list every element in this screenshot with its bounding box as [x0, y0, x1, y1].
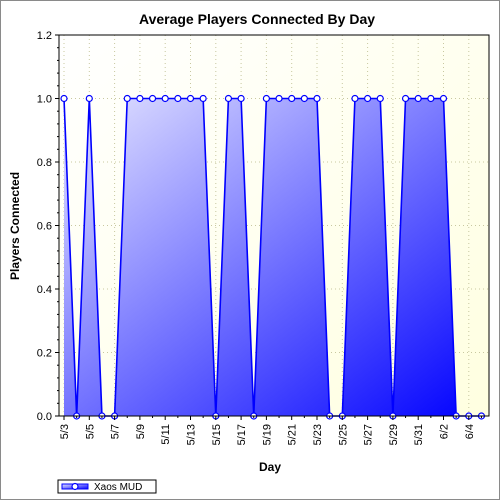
- x-tick-label: 5/27: [363, 424, 375, 445]
- data-point: [300, 94, 308, 103]
- x-tick-label: 5/19: [261, 424, 273, 445]
- x-tick-label: 5/11: [160, 424, 172, 445]
- data-point: [275, 94, 283, 103]
- data-point: [414, 94, 422, 103]
- y-tick-label: 0.4: [37, 284, 52, 296]
- data-point: [85, 94, 93, 103]
- data-point: [136, 94, 144, 103]
- chart-title: Average Players Connected By Day: [139, 11, 375, 27]
- x-axis-label: Day: [259, 460, 281, 474]
- x-tick-label: 6/4: [464, 424, 476, 439]
- data-point: [199, 94, 207, 103]
- legend: Xaos MUD: [57, 479, 157, 494]
- data-point: [60, 94, 68, 103]
- x-tick-label: 5/21: [287, 424, 299, 445]
- y-tick-label: 1.2: [37, 30, 52, 42]
- data-point: [186, 94, 195, 103]
- x-tick-labels: 5/3 5/5 5/7 5/9 5/11 5/13 5/15 5/17 5/19 5/21 5/23…: [59, 424, 476, 445]
- data-point: [364, 94, 372, 103]
- data-point: [237, 94, 245, 103]
- y-tick-labels: 0.0 0.2 0.4 0.6 0.8 1.0 1.2: [37, 30, 52, 423]
- y-tick-label: 0.8: [37, 157, 52, 169]
- y-tick-label: 0.6: [37, 221, 52, 233]
- x-tick-label: 6/2: [439, 424, 451, 439]
- legend-box: [57, 479, 157, 494]
- series-area-fill: [64, 98, 482, 416]
- data-point: [376, 94, 384, 103]
- x-tick-label: 5/13: [186, 424, 198, 445]
- data-point: [313, 94, 321, 103]
- y-tick-label: 1.0: [37, 94, 52, 106]
- data-point: [351, 94, 359, 103]
- x-tick-label: 5/15: [211, 424, 223, 445]
- x-tick-label: 5/7: [110, 424, 122, 439]
- series-area: [63, 97, 482, 417]
- x-tick-label: 5/5: [84, 424, 96, 439]
- x-tick-label: 5/23: [312, 424, 324, 445]
- y-tick-label: 0.2: [37, 348, 52, 360]
- series-line: [63, 97, 482, 417]
- axes: [55, 34, 490, 420]
- x-tick-label: 5/3: [59, 424, 71, 439]
- x-tick-label: 5/25: [337, 424, 349, 445]
- data-point: [427, 94, 435, 103]
- x-tick-label: 5/29: [388, 424, 400, 445]
- data-point: [123, 94, 131, 103]
- data-point: [401, 94, 410, 103]
- legend-marker: [71, 482, 79, 491]
- data-point: [174, 94, 182, 103]
- legend-label: Xaos MUD: [94, 482, 142, 493]
- x-tick-label: 5/17: [236, 424, 248, 445]
- data-point: [262, 94, 270, 103]
- x-tick-label: 5/9: [135, 424, 147, 439]
- data-point: [439, 94, 448, 103]
- data-point: [148, 94, 157, 103]
- data-point: [288, 94, 296, 103]
- data-point: [224, 94, 233, 103]
- x-tick-label: 5/31: [413, 424, 425, 445]
- y-axis-label: Players Connected: [8, 172, 22, 280]
- data-point: [161, 94, 169, 103]
- y-tick-label: 0.0: [37, 411, 52, 423]
